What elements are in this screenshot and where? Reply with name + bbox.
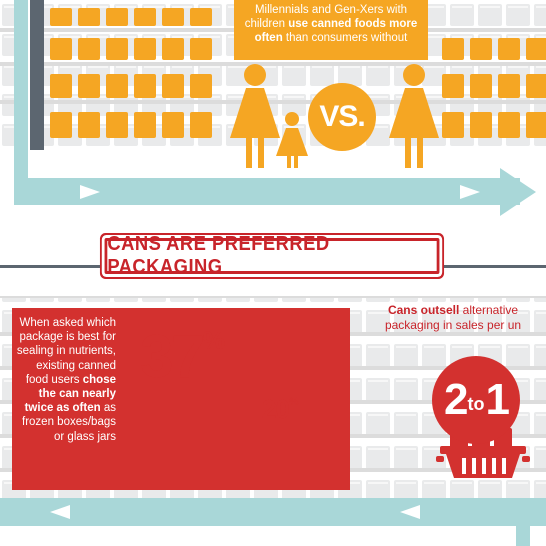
other-percent-value: 20 (262, 394, 290, 424)
orange-can-group-left (50, 8, 212, 138)
survey-panel (12, 308, 350, 490)
arrow-icon (14, 0, 536, 216)
ratio-badge: 2 to 1 (432, 356, 520, 444)
callout-line-3-bold: often (254, 32, 283, 44)
other-percent-sign: % (288, 396, 299, 409)
arrow-icon (0, 498, 546, 546)
section-title: CANS ARE PREFERRED PACKAGING (104, 233, 440, 278)
orange-can-group-right (442, 38, 546, 138)
other-percent: 20% (262, 394, 299, 425)
sales-text-line-1: alternative (459, 303, 519, 317)
survey-text-part-1: When asked which package is best for sea… (16, 317, 116, 386)
can-percent: 37% (140, 322, 225, 391)
vs-badge: VS. (308, 83, 376, 151)
ratio-left: 2 (444, 375, 469, 424)
sales-text-bold: Cans outsell (387, 303, 460, 317)
ratio-right: 1 (485, 375, 511, 424)
survey-text-bold: chose the can nearly twice as often (24, 373, 116, 415)
sales-text-line-2: packaging in sales per un (384, 318, 522, 332)
can-percent-value: 37 (140, 323, 205, 390)
can-percent-sign: % (202, 327, 226, 356)
survey-text: When asked which package is best for sea… (16, 316, 116, 444)
callout-line-2: children (244, 18, 289, 30)
woman-icon (230, 64, 280, 168)
callout-line-3: than consumers without (282, 32, 408, 44)
callout-line-2-bold: use canned foods more (288, 18, 418, 30)
ratio-mid: to (467, 393, 485, 414)
woman-icon (389, 64, 439, 168)
sales-text: Cans outsell alternative packaging in sa… (360, 303, 546, 333)
family-callout: Millennials and Gen-Xers with children u… (234, 0, 428, 60)
girl-icon (276, 112, 308, 168)
survey-text-part-2: as frozen boxes/bags or glass jars (22, 402, 116, 443)
callout-line-1: Millennials and Gen-Xers with (254, 4, 408, 16)
